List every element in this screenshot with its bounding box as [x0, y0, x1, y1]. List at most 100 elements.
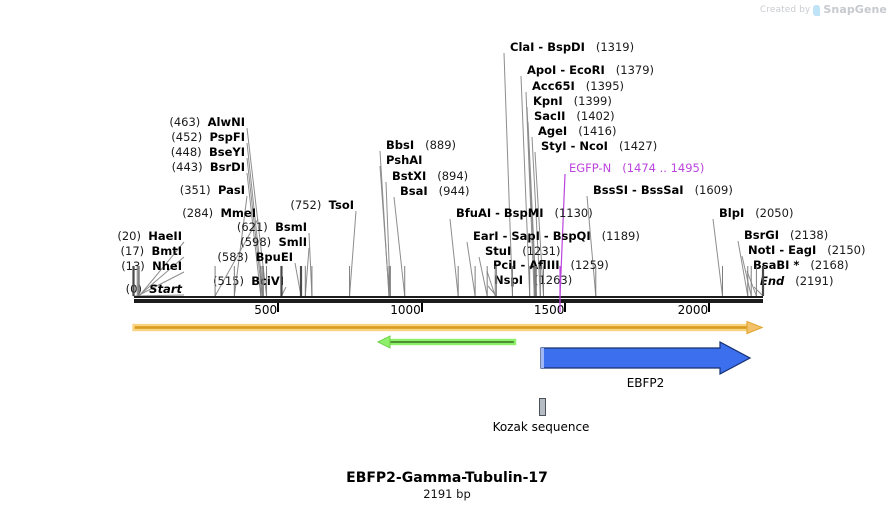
enzyme-position: (2138) — [789, 228, 829, 242]
ruler-label: 1500 — [533, 303, 565, 317]
ruler-tick — [277, 303, 280, 312]
kozak-marker-icon — [539, 398, 546, 416]
enzyme-site-label: EarI - SapI - BspQI (1189) — [473, 230, 640, 242]
enzyme-name: EcoRI — [569, 63, 605, 77]
enzyme-name: BfuAI — [456, 206, 492, 220]
leader-line — [741, 255, 752, 297]
ruler-label: 2000 — [677, 303, 709, 317]
enzyme-name: BseYI — [208, 145, 245, 159]
enzyme-site-label: (20) HaeII — [117, 230, 182, 242]
snapgene-logo-icon — [813, 5, 821, 16]
enzyme-position: (1319) — [595, 40, 635, 54]
enzyme-name: PasI — [217, 183, 245, 197]
enzyme-name: BlpI — [719, 206, 745, 220]
enzyme-site-label: (621) BsmI — [237, 221, 307, 233]
enzyme-position: (1427) — [618, 139, 658, 153]
enzyme-position: (351) — [179, 183, 211, 197]
enzyme-site-label: BstXI (894) — [392, 170, 468, 182]
enzyme-position: (583) — [217, 250, 249, 264]
ruler-label: 1000 — [390, 303, 421, 317]
enzyme-position: (889) — [425, 138, 457, 152]
leader-line — [503, 52, 513, 297]
enzyme-name: BspDI — [547, 40, 585, 54]
enzyme-position: (17) — [120, 244, 145, 258]
backbone-line-bottom — [133, 299, 763, 303]
ruler-tick — [564, 303, 567, 312]
enzyme-position: (1395) — [585, 79, 625, 93]
enzyme-site-label: AgeI (1416) — [538, 125, 616, 137]
enzyme-position: (621) — [236, 220, 268, 234]
enzyme-position: (1399) — [573, 94, 612, 108]
leader-line — [486, 270, 496, 297]
enzyme-site-label: ApoI - EcoRI (1379) — [527, 64, 654, 76]
leader-line — [138, 241, 185, 297]
enzyme-site-label: NotI - EagI (2150) — [748, 244, 865, 256]
enzyme-name: AgeI — [538, 124, 568, 138]
enzyme-name: ApoI — [527, 63, 557, 77]
enzyme-name: Acc65I — [532, 79, 575, 93]
enzyme-name: HaeII — [148, 229, 182, 243]
enzyme-name: BsaI — [400, 184, 428, 198]
snapgene-watermark: Created by SnapGene — [760, 3, 887, 16]
leader-line — [304, 247, 310, 297]
enzyme-name: BspMI — [503, 206, 544, 220]
enzyme-name: KpnI — [533, 94, 563, 108]
name-separator: - — [566, 139, 580, 153]
enzyme-site-label: Acc65I (1395) — [532, 80, 624, 92]
enzyme-position: (1231) — [522, 244, 561, 258]
enzyme-position: (1189) — [601, 229, 640, 243]
enzyme-site-label: PciI - AflIII (1259) — [493, 259, 609, 271]
enzyme-name: BsrDI — [209, 160, 245, 174]
enzyme-name: NheI — [152, 259, 182, 273]
name-separator: - — [516, 258, 530, 272]
leader-line — [586, 195, 597, 297]
enzyme-name: NotI — [748, 243, 776, 257]
enzyme-site-label: End (2191) — [760, 275, 834, 287]
ruler-tick — [708, 303, 711, 312]
enzyme-position: (284) — [182, 206, 214, 220]
enzyme-name: BstXI — [392, 169, 427, 183]
leader-line — [478, 256, 488, 297]
name-separator: - — [556, 63, 570, 77]
feature-promoter-span — [376, 335, 517, 349]
enzyme-name: AlwNI — [207, 115, 245, 129]
enzyme-position: (448) — [170, 145, 202, 159]
enzyme-name: BssSaI — [640, 183, 684, 197]
leader-line — [379, 165, 390, 297]
enzyme-position: (894) — [437, 169, 469, 183]
leader-line-egfp-n — [559, 173, 566, 297]
leader-line — [449, 218, 459, 297]
enzyme-name: EarI — [473, 229, 499, 243]
enzyme-position: (2150) — [827, 243, 866, 257]
name-separator: - — [491, 206, 504, 220]
leader-line — [466, 241, 476, 297]
enzyme-position: (1416) — [578, 124, 617, 138]
enzyme-site-label: SacII (1402) — [534, 110, 615, 122]
enzyme-site-label: (17) BmtI — [121, 245, 182, 257]
enzyme-site-label: (515) BciVI — [213, 275, 284, 287]
enzyme-position: (944) — [438, 184, 470, 198]
enzyme-name: BssSI — [593, 183, 629, 197]
enzyme-site-label: (598) SmlI — [240, 236, 307, 248]
enzyme-name: StuI — [485, 244, 512, 258]
kozak-label: Kozak sequence — [492, 420, 590, 434]
leader-line — [137, 271, 185, 297]
enzyme-name: PshAI — [386, 153, 423, 167]
leader-line — [246, 172, 262, 297]
enzyme-name: TsoI — [328, 198, 354, 212]
enzyme-site-label: StuI (1231) — [485, 245, 560, 257]
feature-callout-egfp-n: EGFP-N (1474 .. 1495) — [569, 162, 704, 174]
watermark-prefix: Created by — [759, 4, 811, 15]
enzyme-site-label: StyI - NcoI (1427) — [541, 140, 657, 152]
feature-name: EGFP-N — [569, 161, 612, 175]
enzyme-name: BspQI — [552, 229, 591, 243]
enzyme-site-label: (448) BseYI — [171, 146, 245, 158]
enzyme-site-label: (284) MmeI — [182, 207, 256, 219]
enzyme-name: BbsI — [386, 138, 415, 152]
enzyme-name: SacII — [534, 109, 566, 123]
enzyme-name: BmtI — [151, 244, 182, 258]
enzyme-site-label: (583) BpuEI — [217, 251, 293, 263]
enzyme-position: (515) — [213, 274, 244, 288]
